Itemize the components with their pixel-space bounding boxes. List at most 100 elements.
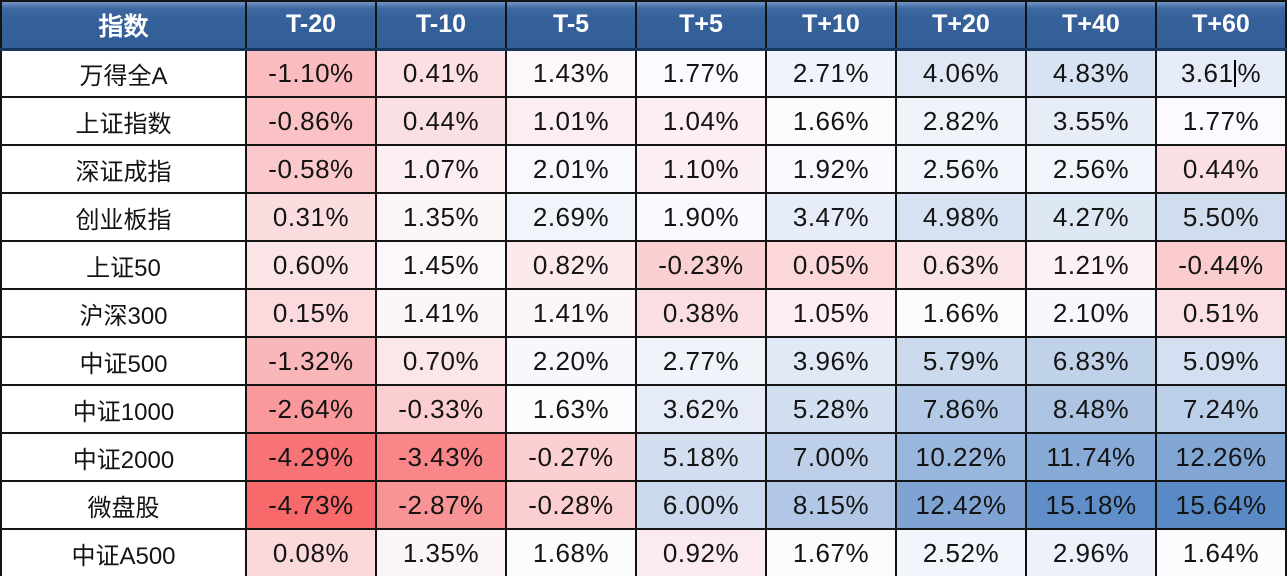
value-cell[interactable]: 3.55% xyxy=(1025,96,1157,146)
value-cell[interactable]: 1.67% xyxy=(765,528,897,576)
value-cell[interactable]: 7.86% xyxy=(895,384,1027,434)
row-label[interactable]: 中证2000 xyxy=(0,432,247,482)
value-cell[interactable]: 0.92% xyxy=(635,528,767,576)
value-cell[interactable]: 0.44% xyxy=(375,96,507,146)
value-cell[interactable]: 3.61% xyxy=(1155,48,1287,98)
row-label[interactable]: 沪深300 xyxy=(0,288,247,338)
value-cell[interactable]: -0.33% xyxy=(375,384,507,434)
value-cell[interactable]: 1.41% xyxy=(505,288,637,338)
row-label[interactable]: 创业板指 xyxy=(0,192,247,242)
value-cell[interactable]: 1.01% xyxy=(505,96,637,146)
value-cell[interactable]: 5.79% xyxy=(895,336,1027,386)
value-cell[interactable]: 11.74% xyxy=(1025,432,1157,482)
value-cell[interactable]: 1.66% xyxy=(895,288,1027,338)
value-cell[interactable]: 1.35% xyxy=(375,528,507,576)
value-cell[interactable]: -0.27% xyxy=(505,432,637,482)
value-cell[interactable]: -1.32% xyxy=(245,336,377,386)
row-label[interactable]: 微盘股 xyxy=(0,480,247,530)
row-label[interactable]: 中证1000 xyxy=(0,384,247,434)
column-header-tplus10[interactable]: T+10 xyxy=(765,0,897,51)
value-cell[interactable]: 2.96% xyxy=(1025,528,1157,576)
value-cell[interactable]: 4.98% xyxy=(895,192,1027,242)
column-header-tplus5[interactable]: T+5 xyxy=(635,0,767,51)
value-cell[interactable]: 1.43% xyxy=(505,48,637,98)
value-cell[interactable]: -4.73% xyxy=(245,480,377,530)
value-cell[interactable]: 15.18% xyxy=(1025,480,1157,530)
row-label[interactable]: 深证成指 xyxy=(0,144,247,194)
value-cell[interactable]: 1.10% xyxy=(635,144,767,194)
value-cell[interactable]: -2.87% xyxy=(375,480,507,530)
value-cell[interactable]: 6.00% xyxy=(635,480,767,530)
value-cell[interactable]: 1.63% xyxy=(505,384,637,434)
value-cell[interactable]: 10.22% xyxy=(895,432,1027,482)
value-cell[interactable]: 0.70% xyxy=(375,336,507,386)
column-header-tminus10[interactable]: T-10 xyxy=(375,0,507,51)
value-cell[interactable]: -3.43% xyxy=(375,432,507,482)
value-cell[interactable]: 0.44% xyxy=(1155,144,1287,194)
value-cell[interactable]: 2.52% xyxy=(895,528,1027,576)
value-cell[interactable]: -1.10% xyxy=(245,48,377,98)
row-label[interactable]: 万得全A xyxy=(0,48,247,98)
value-cell[interactable]: -0.28% xyxy=(505,480,637,530)
value-cell[interactable]: 12.42% xyxy=(895,480,1027,530)
value-cell[interactable]: 2.77% xyxy=(635,336,767,386)
value-cell[interactable]: 7.24% xyxy=(1155,384,1287,434)
value-cell[interactable]: 5.28% xyxy=(765,384,897,434)
value-cell[interactable]: 1.04% xyxy=(635,96,767,146)
value-cell[interactable]: 1.77% xyxy=(1155,96,1287,146)
value-cell[interactable]: 4.06% xyxy=(895,48,1027,98)
value-cell[interactable]: 3.47% xyxy=(765,192,897,242)
column-header-tminus5[interactable]: T-5 xyxy=(505,0,637,51)
row-label[interactable]: 上证50 xyxy=(0,240,247,290)
value-cell[interactable]: 1.05% xyxy=(765,288,897,338)
value-cell[interactable]: 5.18% xyxy=(635,432,767,482)
value-cell[interactable]: 1.77% xyxy=(635,48,767,98)
value-cell[interactable]: 8.15% xyxy=(765,480,897,530)
value-cell[interactable]: 2.56% xyxy=(895,144,1027,194)
value-cell[interactable]: 1.35% xyxy=(375,192,507,242)
value-cell[interactable]: 4.27% xyxy=(1025,192,1157,242)
value-cell[interactable]: 1.68% xyxy=(505,528,637,576)
value-cell[interactable]: 2.10% xyxy=(1025,288,1157,338)
value-cell[interactable]: 6.83% xyxy=(1025,336,1157,386)
value-cell[interactable]: 0.05% xyxy=(765,240,897,290)
value-cell[interactable]: 3.62% xyxy=(635,384,767,434)
value-cell[interactable]: 0.15% xyxy=(245,288,377,338)
value-cell[interactable]: -0.58% xyxy=(245,144,377,194)
value-cell[interactable]: 1.90% xyxy=(635,192,767,242)
value-cell[interactable]: -0.86% xyxy=(245,96,377,146)
value-cell[interactable]: 2.82% xyxy=(895,96,1027,146)
value-cell[interactable]: -2.64% xyxy=(245,384,377,434)
value-cell[interactable]: 4.83% xyxy=(1025,48,1157,98)
value-cell[interactable]: 5.09% xyxy=(1155,336,1287,386)
value-cell[interactable]: 1.21% xyxy=(1025,240,1157,290)
value-cell[interactable]: 7.00% xyxy=(765,432,897,482)
column-header-tminus20[interactable]: T-20 xyxy=(245,0,377,51)
value-cell[interactable]: 0.60% xyxy=(245,240,377,290)
value-cell[interactable]: 15.64% xyxy=(1155,480,1287,530)
row-label[interactable]: 中证A500 xyxy=(0,528,247,576)
column-header-tplus40[interactable]: T+40 xyxy=(1025,0,1157,51)
value-cell[interactable]: 5.50% xyxy=(1155,192,1287,242)
value-cell[interactable]: 1.66% xyxy=(765,96,897,146)
value-cell[interactable]: 8.48% xyxy=(1025,384,1157,434)
value-cell[interactable]: -0.23% xyxy=(635,240,767,290)
value-cell[interactable]: 0.38% xyxy=(635,288,767,338)
column-header-tplus20[interactable]: T+20 xyxy=(895,0,1027,51)
value-cell[interactable]: 2.20% xyxy=(505,336,637,386)
value-cell[interactable]: 1.45% xyxy=(375,240,507,290)
column-header-tplus60[interactable]: T+60 xyxy=(1155,0,1287,51)
row-label[interactable]: 中证500 xyxy=(0,336,247,386)
value-cell[interactable]: 2.56% xyxy=(1025,144,1157,194)
value-cell[interactable]: 2.69% xyxy=(505,192,637,242)
value-cell[interactable]: 1.64% xyxy=(1155,528,1287,576)
value-cell[interactable]: 0.51% xyxy=(1155,288,1287,338)
value-cell[interactable]: 0.63% xyxy=(895,240,1027,290)
value-cell[interactable]: 0.82% xyxy=(505,240,637,290)
row-label[interactable]: 上证指数 xyxy=(0,96,247,146)
value-cell[interactable]: 3.96% xyxy=(765,336,897,386)
corner-header-index[interactable]: 指数 xyxy=(0,0,247,51)
value-cell[interactable]: -0.44% xyxy=(1155,240,1287,290)
value-cell[interactable]: 2.71% xyxy=(765,48,897,98)
value-cell[interactable]: 1.07% xyxy=(375,144,507,194)
